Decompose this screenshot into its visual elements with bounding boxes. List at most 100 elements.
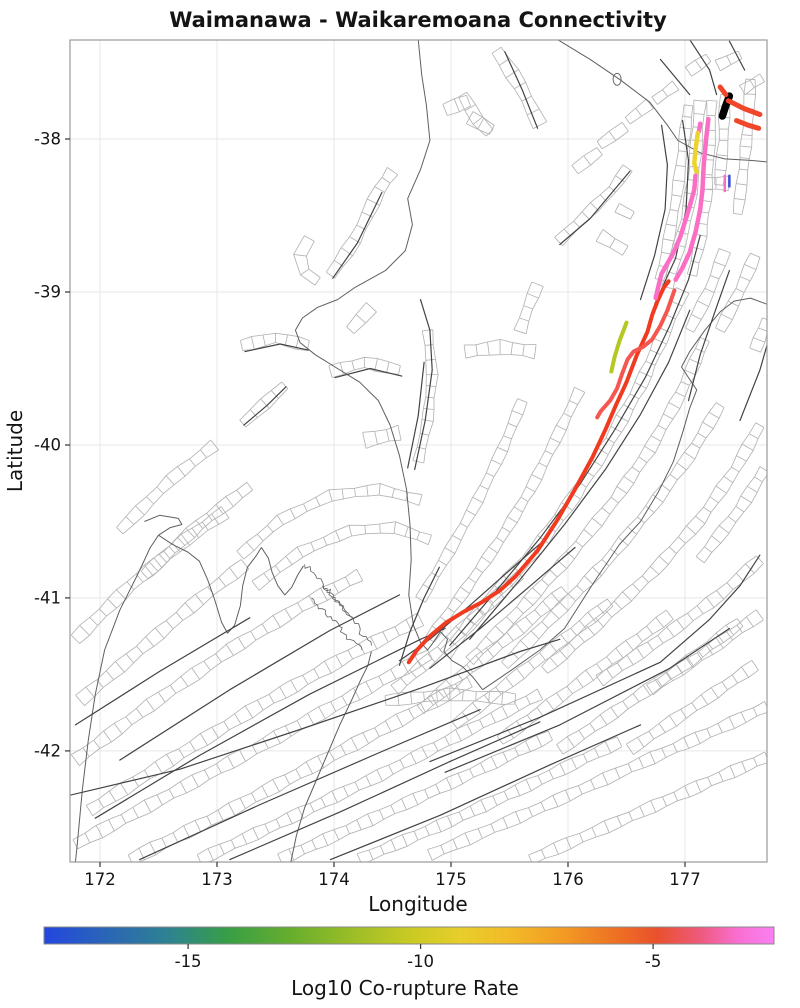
fault-section-ladder bbox=[463, 338, 537, 360]
fault-section-ladder bbox=[595, 555, 764, 687]
fault-trace bbox=[659, 58, 691, 96]
colorbar-label: Log10 Co-rupture Rate bbox=[291, 976, 519, 1000]
fault-trace bbox=[398, 566, 440, 666]
fault-section-ladder bbox=[85, 612, 425, 817]
colorbar-ticks: -15 -10 -5 bbox=[175, 944, 661, 971]
axis-ticks: 172 173 174 175 176 177 -38 -39 -40 -41 -42 bbox=[34, 130, 701, 890]
colorbar-gradient-bar bbox=[43, 926, 775, 945]
fault-trace bbox=[469, 309, 691, 640]
colorbar-tick-label: -5 bbox=[645, 952, 661, 971]
fault-section-ladder bbox=[646, 609, 764, 696]
y-tick-label: -41 bbox=[34, 588, 61, 607]
fault-trace bbox=[139, 709, 481, 861]
fault-trace bbox=[119, 594, 401, 761]
fault-section-ladder bbox=[412, 329, 439, 464]
fault-trace bbox=[70, 638, 561, 796]
y-tick-label: -39 bbox=[34, 283, 61, 302]
fault-section-ladder bbox=[528, 751, 767, 862]
fault-section-ladder bbox=[685, 248, 731, 333]
fault-trace bbox=[429, 554, 761, 763]
fault-trace bbox=[74, 617, 251, 726]
coastline bbox=[74, 514, 183, 862]
coastline bbox=[294, 40, 483, 691]
fault-section-ladder bbox=[362, 424, 402, 449]
fault-section-ladder bbox=[739, 73, 766, 96]
y-tick-label: -42 bbox=[34, 741, 61, 760]
fault-section-ladder bbox=[72, 649, 433, 850]
coastline bbox=[290, 651, 372, 862]
fault-section-ladder bbox=[685, 53, 712, 77]
fault-trace bbox=[639, 124, 668, 301]
x-tick-label: 175 bbox=[435, 870, 467, 889]
fault-trace bbox=[689, 40, 718, 96]
x-tick-label: 173 bbox=[201, 870, 233, 889]
fault-trace-layer bbox=[70, 40, 767, 861]
plot-frame bbox=[69, 39, 768, 863]
y-tick-label: -40 bbox=[34, 436, 61, 455]
fault-trace bbox=[244, 343, 309, 353]
rupture-path-north-pink-west bbox=[653, 173, 698, 301]
fault-section-ladder bbox=[116, 439, 219, 535]
fault-section-ladder bbox=[554, 164, 633, 246]
fault-section-ladder bbox=[427, 701, 767, 861]
fault-section-ladder bbox=[651, 80, 680, 105]
colorbar-tick-label: -10 bbox=[407, 952, 434, 971]
fault-section-ladder bbox=[715, 252, 761, 333]
coastline bbox=[557, 40, 767, 163]
y-axis-label: Latitude bbox=[3, 410, 27, 492]
fault-section-ladder bbox=[328, 356, 401, 378]
fault-trace bbox=[429, 546, 576, 669]
x-tick-label: 174 bbox=[318, 870, 350, 889]
fault-section-ladder bbox=[571, 147, 603, 175]
fault-section-ladder bbox=[595, 229, 629, 256]
fault-section-ladder bbox=[325, 167, 399, 279]
x-axis-label: Longitude bbox=[368, 892, 467, 916]
coastline-squiggle bbox=[304, 564, 372, 646]
map-content bbox=[70, 40, 767, 862]
coastline bbox=[482, 297, 767, 691]
fault-section-ladder bbox=[416, 586, 569, 714]
fault-section-ladder bbox=[541, 422, 765, 674]
fault-section-ladder bbox=[356, 736, 623, 862]
fault-trace bbox=[407, 361, 425, 469]
fault-trace bbox=[449, 234, 701, 646]
x-tick-label: 177 bbox=[669, 870, 701, 889]
fault-section-ladder bbox=[70, 568, 364, 767]
fault-trace bbox=[414, 299, 433, 470]
rupture-path-north-yellow bbox=[692, 130, 701, 175]
y-tick-label: -38 bbox=[34, 130, 61, 149]
rupture-layer bbox=[406, 84, 763, 665]
coastline-squiggle bbox=[321, 585, 352, 619]
rupture-path-north-pink-west-upper bbox=[696, 121, 703, 134]
coastline-layer bbox=[74, 40, 767, 862]
fault-trace bbox=[243, 386, 287, 426]
coastline-squiggle bbox=[311, 597, 363, 651]
fault-section-ladder bbox=[513, 281, 544, 335]
rupture-path-ne-red-2 bbox=[725, 98, 763, 117]
rupture-path-corridor-south bbox=[406, 279, 671, 665]
fault-section-ladder bbox=[451, 598, 614, 729]
islet-outline bbox=[612, 72, 622, 86]
fault-section-ladder bbox=[714, 50, 743, 72]
fault-section-ladder bbox=[140, 482, 254, 580]
fault-section-ladder bbox=[626, 660, 759, 756]
fault-section-ladder bbox=[614, 203, 635, 220]
fault-trace bbox=[728, 40, 746, 71]
fault-section-ladder bbox=[465, 337, 710, 665]
fault-trace bbox=[229, 721, 541, 861]
fault-trace bbox=[654, 120, 690, 305]
x-tick-label: 172 bbox=[84, 870, 116, 889]
fault-network-layer bbox=[70, 46, 767, 862]
colorbar: -15 -10 -5 Log10 Co-rupture Rate bbox=[43, 926, 775, 1000]
fault-section-ladder bbox=[466, 111, 495, 135]
coastline bbox=[158, 534, 304, 634]
rupture-path-branch-salmon bbox=[595, 288, 677, 420]
fault-section-ladder bbox=[277, 730, 553, 862]
fault-section-ladder bbox=[196, 688, 543, 862]
fault-section-ladder bbox=[75, 559, 250, 707]
fault-section-ladder bbox=[596, 122, 629, 150]
fault-section-ladder bbox=[458, 91, 494, 137]
fault-section-ladder bbox=[442, 94, 471, 116]
figure-title: Waimanawa - Waikaremoana Connectivity bbox=[169, 8, 667, 32]
